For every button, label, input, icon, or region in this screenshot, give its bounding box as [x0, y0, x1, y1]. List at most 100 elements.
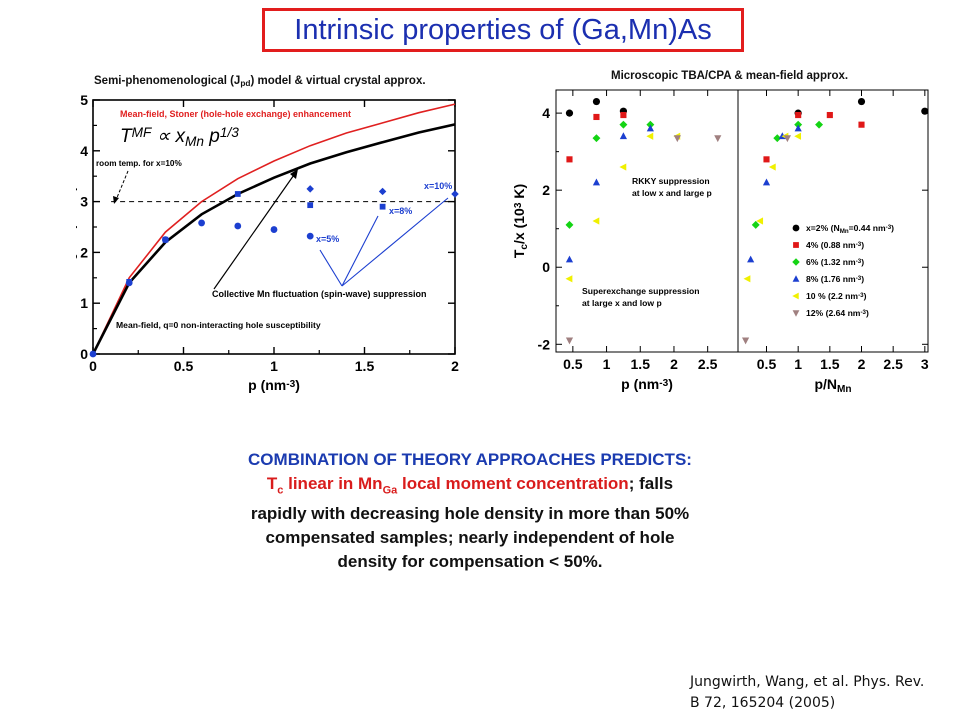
- legend-entry-label: 6% (1.32 nm-3): [806, 257, 864, 267]
- left-series-line-1: [91, 123, 456, 355]
- right-data-point: [773, 134, 782, 143]
- collective-arrowhead: [290, 169, 298, 179]
- legend-entry-label: x=2% (NMn=0.44 nm-3): [806, 223, 894, 235]
- left-x-tick-label: 2: [451, 358, 459, 374]
- formula-tc-proportionality: TMF ∝ xMn p1/3: [120, 125, 239, 148]
- right-x-tick-label: 0.5: [563, 356, 583, 372]
- right-chart: Microscopic TBA/CPA & mean-field approx.…: [511, 70, 929, 395]
- right-x-tick-label: 2: [858, 356, 866, 372]
- annotation-room-temp: room temp. for x=10%: [96, 159, 182, 168]
- right-x-tick-label: 2: [670, 356, 678, 372]
- room-temp-pointer: [115, 170, 129, 201]
- summary-linear-text: linear in Mn: [283, 474, 383, 493]
- right-data-point: [714, 135, 722, 143]
- right-panel-frame-1: [737, 89, 929, 353]
- right-data-point: [592, 97, 601, 106]
- right-data-point: [565, 255, 574, 263]
- left-x-tick-label: 1: [270, 358, 278, 374]
- right-y-tick-label: 4: [542, 105, 550, 121]
- right-x-tick-label: 1: [603, 356, 611, 372]
- left-data-point: [451, 190, 459, 198]
- legend-marker: [792, 310, 800, 317]
- left-x-tick-label: 1.5: [355, 358, 375, 374]
- right-x-axis-label-0: p (nm-3): [621, 376, 673, 392]
- left-chart-title: Semi-phenomenological (Jpd) model & virt…: [94, 75, 426, 88]
- spin-wave-pointer-0: [319, 249, 343, 287]
- right-data-point: [619, 132, 628, 140]
- room-temp-arrowhead: [113, 196, 119, 204]
- left-x-axis-label: p (nm-3): [248, 377, 300, 393]
- summary-heading: COMBINATION OF THEORY APPROACHES PREDICT…: [248, 450, 692, 469]
- right-data-point: [673, 135, 681, 143]
- right-data-point: [565, 220, 574, 229]
- left-data-point: [198, 219, 205, 227]
- summary-line-2: rapidly with decreasing hole density in …: [250, 504, 690, 524]
- legend-entry-label: 10 % (2.2 nm-3): [806, 291, 867, 301]
- summary-concentration-text: local moment concentration: [397, 474, 629, 493]
- left-data-point: [379, 203, 386, 210]
- left-data-point: [234, 191, 241, 197]
- left-chart: Semi-phenomenological (Jpd) model & virt…: [76, 75, 459, 393]
- left-data-point: [306, 232, 314, 240]
- collective-arrow: [213, 171, 297, 290]
- right-data-point: [566, 156, 573, 163]
- right-data-point: [756, 217, 764, 225]
- legend-marker: [792, 292, 799, 300]
- summary-tc-sub: c: [277, 484, 284, 497]
- left-series-line-0: [92, 103, 456, 355]
- right-y-tick-label: -2: [538, 336, 551, 352]
- legend-entry-label: 12% (2.64 nm-3): [806, 308, 869, 318]
- legend-marker: [792, 258, 800, 266]
- right-data-point: [619, 163, 627, 171]
- legend-marker: [792, 224, 800, 232]
- legend-marker: [792, 275, 800, 282]
- annotation-x10: x=10%: [424, 181, 452, 191]
- annotation-rkky-1: RKKY suppression: [632, 176, 710, 186]
- right-data-point: [857, 97, 866, 106]
- right-x-tick-label: 0.5: [757, 356, 777, 372]
- left-data-point: [378, 187, 387, 196]
- right-x-tick-label: 1: [794, 356, 802, 372]
- right-x-axis-label-1: p/NMn: [814, 376, 851, 395]
- annotation-collective: Collective Mn fluctuation (spin-wave) su…: [212, 289, 427, 299]
- summary-falls-text: ; falls: [628, 474, 674, 493]
- right-data-point: [762, 178, 771, 186]
- right-data-point: [646, 124, 654, 132]
- left-data-point: [234, 222, 242, 230]
- right-data-point: [826, 111, 833, 119]
- right-data-point: [619, 120, 628, 129]
- left-x-tick-label: 0: [89, 358, 97, 374]
- right-y-tick-label: 2: [542, 182, 550, 198]
- left-x-tick-label: 0.5: [174, 358, 194, 374]
- right-data-point: [592, 217, 600, 225]
- right-data-point: [751, 220, 760, 229]
- left-data-point: [126, 278, 133, 285]
- left-y-tick-label: 1: [80, 295, 88, 311]
- right-data-point: [858, 121, 865, 128]
- annotation-super-2: at large x and low p: [582, 298, 662, 308]
- right-chart-title: Microscopic TBA/CPA & mean-field approx.: [611, 70, 848, 82]
- left-data-point: [89, 350, 97, 358]
- legend-entry-label: 4% (0.88 nm-3): [806, 240, 864, 250]
- left-y-tick-label: 3: [80, 194, 88, 210]
- spin-wave-pointer-2: [341, 197, 449, 287]
- legend-entry-label: 8% (1.76 nm-3): [806, 274, 864, 284]
- right-panel-frame-0: [555, 89, 739, 353]
- right-data-point: [794, 132, 802, 140]
- right-y-tick-label: 0: [542, 259, 550, 275]
- right-data-point: [747, 255, 755, 263]
- right-x-tick-label: 2.5: [698, 356, 718, 372]
- annotation-mean-field-stoner: Mean-field, Stoner (hole-hole exchange) …: [120, 109, 351, 119]
- right-data-point: [763, 156, 770, 163]
- left-y-axis-label: Tc / x (103 K): [76, 186, 80, 268]
- right-x-tick-label: 2.5: [883, 356, 903, 372]
- left-data-point: [270, 226, 278, 233]
- summary-text: COMBINATION OF THEORY APPROACHES PREDICT…: [150, 448, 790, 574]
- right-x-tick-label: 3: [921, 356, 929, 372]
- summary-line-4: density for compensation < 50%.: [337, 552, 603, 572]
- left-y-tick-label: 5: [80, 92, 88, 108]
- left-y-tick-label: 0: [80, 346, 88, 362]
- right-data-point: [593, 113, 600, 121]
- slide-title: Intrinsic properties of (Ga,Mn)As: [262, 8, 744, 52]
- annotation-super-1: Superexchange suppression: [582, 286, 699, 296]
